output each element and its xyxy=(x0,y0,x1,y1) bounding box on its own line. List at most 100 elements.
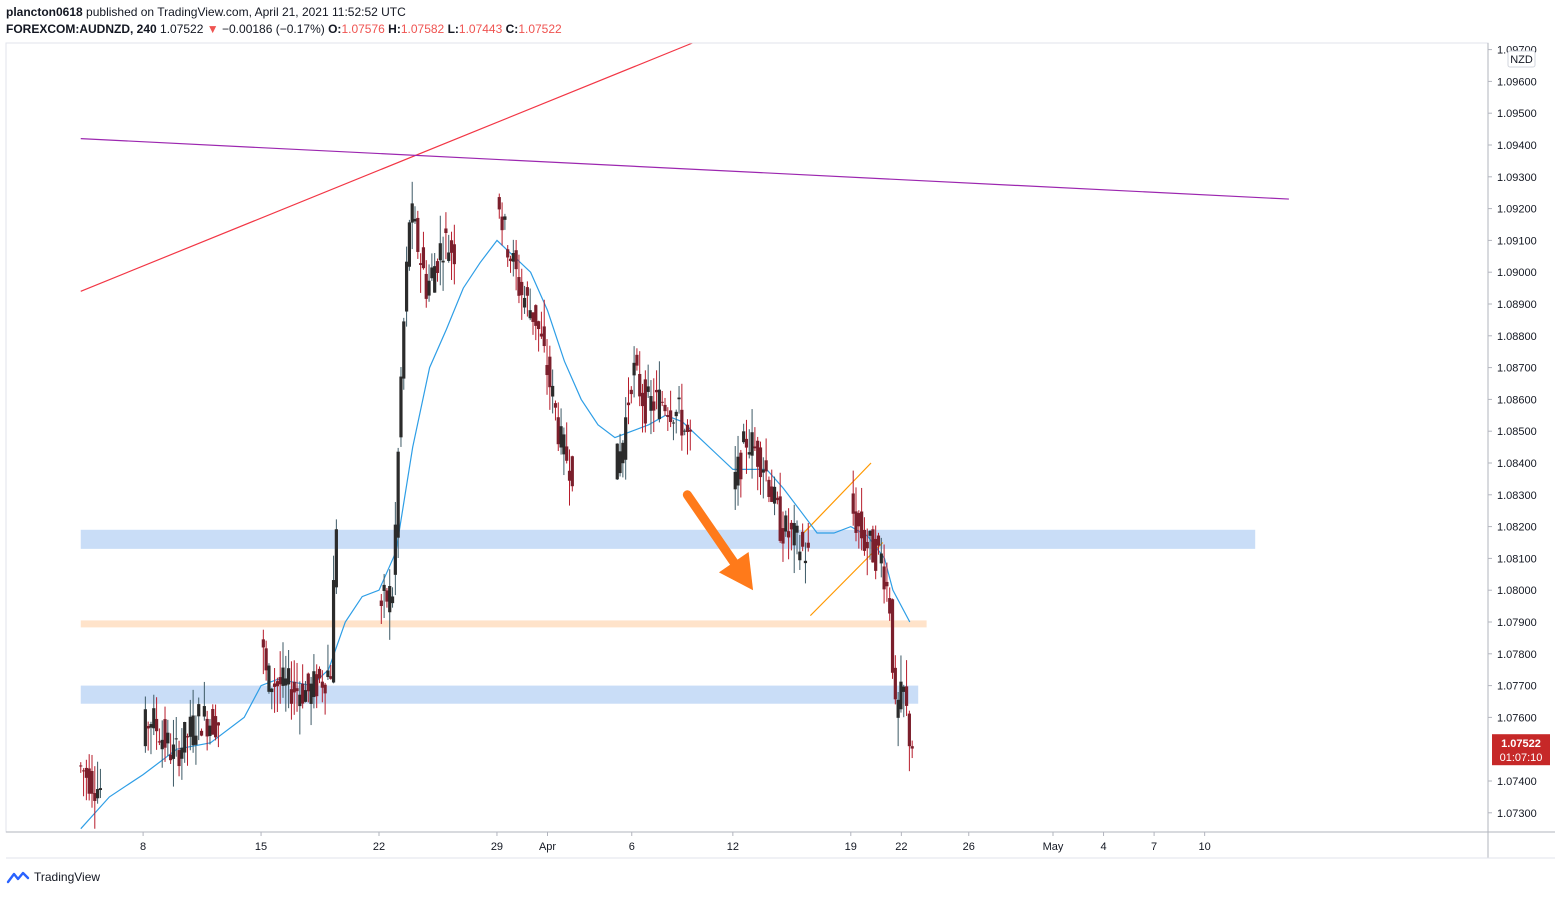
candle xyxy=(767,476,771,503)
candle-body xyxy=(761,469,765,473)
candle-body xyxy=(629,389,633,395)
candle-body xyxy=(851,493,855,514)
candle xyxy=(638,351,642,407)
candle xyxy=(868,529,872,560)
candle xyxy=(750,409,754,479)
candle xyxy=(171,719,176,787)
candle-body xyxy=(871,529,875,563)
candle xyxy=(882,544,886,604)
candle xyxy=(660,390,664,407)
candle-body xyxy=(508,258,513,262)
open-label: O: xyxy=(328,22,342,36)
candle-body xyxy=(643,379,647,424)
candle-body xyxy=(685,424,690,432)
candle-body xyxy=(649,396,653,411)
price-tick-label: 1.08100 xyxy=(1497,553,1537,565)
candle xyxy=(96,761,100,804)
candle-body xyxy=(539,333,544,337)
candle-body xyxy=(775,497,779,501)
candle-body xyxy=(626,402,631,406)
time-tick-label: May xyxy=(1043,841,1064,853)
price-axis[interactable]: 1.097001.096001.095001.094001.093001.092… xyxy=(1488,45,1550,820)
candle xyxy=(551,369,555,414)
candle xyxy=(157,728,162,746)
candle xyxy=(562,427,566,476)
candle-body xyxy=(770,486,774,502)
candle-body xyxy=(329,676,333,679)
candle-body xyxy=(907,713,911,747)
candle xyxy=(545,339,549,395)
price-tick-label: 1.09100 xyxy=(1497,235,1537,247)
candle-body xyxy=(857,513,861,527)
candle-body xyxy=(191,715,195,746)
candle xyxy=(449,231,454,280)
time-axis[interactable]: 8 15 22 29 Apr 6 12 19 22 26 May 4 7 10 xyxy=(140,832,1211,853)
candle-body xyxy=(786,531,791,538)
candle-body xyxy=(90,771,94,794)
candle-body xyxy=(146,725,150,729)
price-tick-label: 1.07900 xyxy=(1497,617,1537,629)
candle-body xyxy=(208,725,212,737)
ohlc-legend: FOREXCOM:AUDNZD, 240 1.07522 ▼ −0.00186 … xyxy=(6,22,562,36)
price-tick-label: 1.09500 xyxy=(1497,108,1537,120)
upper-support-zone xyxy=(80,529,1256,549)
low-label: L: xyxy=(447,22,459,36)
candle xyxy=(188,699,192,751)
candle xyxy=(879,537,883,578)
candle xyxy=(893,655,897,705)
candle-body xyxy=(79,765,83,767)
candle xyxy=(657,361,661,423)
candle-body xyxy=(736,456,740,486)
symbol-label[interactable]: FOREXCOM:AUDNZD, 240 xyxy=(6,22,157,36)
candle-body xyxy=(795,525,799,533)
candle xyxy=(874,525,878,580)
footer-logo[interactable]: TradingView xyxy=(6,870,100,884)
candle xyxy=(326,644,330,681)
candle xyxy=(154,697,159,750)
candle-body xyxy=(503,216,507,220)
candle-body xyxy=(194,735,198,745)
candle-body xyxy=(520,281,524,296)
candle xyxy=(438,215,442,286)
candle xyxy=(416,210,420,259)
close-label: C: xyxy=(505,22,519,36)
candle-body xyxy=(803,560,808,564)
candle xyxy=(298,681,302,735)
candle xyxy=(556,402,560,452)
open-value: 1.07576 xyxy=(341,22,385,36)
candle xyxy=(303,681,308,703)
candle-body xyxy=(792,523,796,546)
candle xyxy=(514,239,518,291)
candle-body xyxy=(390,596,395,604)
candle xyxy=(275,677,279,713)
candle xyxy=(208,719,212,745)
trendlines-layer xyxy=(80,42,1289,617)
candle xyxy=(309,676,313,726)
candle xyxy=(390,587,395,608)
candle-body xyxy=(166,732,170,744)
tradingview-logo-icon xyxy=(6,871,30,884)
candle-body xyxy=(624,417,628,460)
candle-body xyxy=(781,528,785,544)
candle-body xyxy=(396,451,400,538)
candle-body xyxy=(742,431,746,443)
candle xyxy=(421,231,426,270)
author-name[interactable]: plancton0618 xyxy=(6,5,83,19)
candle xyxy=(683,428,687,436)
candle xyxy=(81,768,86,797)
candle-body xyxy=(385,590,389,602)
candle xyxy=(756,436,760,491)
candle xyxy=(497,193,501,219)
candle xyxy=(264,640,268,681)
candle xyxy=(854,487,858,542)
candle xyxy=(500,202,504,246)
candle-body xyxy=(778,496,782,541)
candle-body xyxy=(309,683,313,704)
price-tick-label: 1.07400 xyxy=(1497,776,1537,788)
candle-body xyxy=(862,529,867,551)
candle xyxy=(525,281,529,317)
price-chart[interactable]: 1.097001.096001.095001.094001.093001.092… xyxy=(0,0,1563,865)
candle xyxy=(295,662,299,712)
candle-body xyxy=(506,249,510,258)
candle-body xyxy=(272,683,277,687)
